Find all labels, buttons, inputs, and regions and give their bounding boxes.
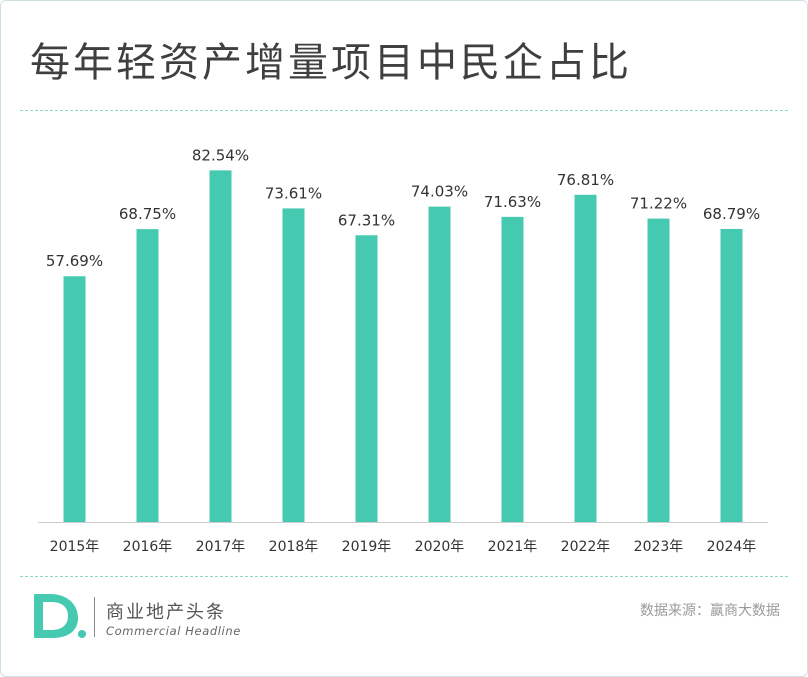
chart-title: 每年轻资产增量项目中民企占比 [30, 40, 632, 86]
x-tick-label: 2019年 [342, 539, 392, 555]
x-tick-label: 2022年 [561, 539, 611, 555]
value-label: 71.63% [484, 193, 541, 211]
x-tick-label: 2017年 [196, 539, 246, 555]
value-label: 82.54% [192, 146, 249, 164]
bar-2019年 [355, 235, 378, 522]
d-letter-logo-icon [34, 594, 86, 638]
bar-2021年 [501, 216, 524, 522]
x-tick-label: 2024年 [707, 539, 757, 555]
bar-2024年 [720, 228, 743, 523]
x-tick-label: 2018年 [269, 539, 319, 555]
value-label: 74.03% [411, 183, 468, 201]
value-label: 67.31% [338, 211, 395, 229]
x-tick-label: 2015年 [50, 539, 100, 555]
bar-2020年 [428, 206, 451, 522]
bar-2016年 [136, 229, 159, 522]
bar-2018年 [282, 208, 305, 523]
value-label: 73.61% [265, 184, 322, 202]
bar-2017年 [209, 170, 232, 523]
value-label: 76.81% [557, 171, 614, 189]
bar-chart: 57.69% 68.75% 82.54% 73.61% 67.31% 74.03% 71.6… [38, 146, 768, 555]
x-tick-label: 2020年 [415, 539, 465, 555]
logo-separator [94, 597, 95, 637]
bar-2022年 [574, 194, 597, 522]
data-source: 数据来源：赢商大数据 [640, 603, 780, 619]
bottom-divider [20, 576, 788, 577]
value-label: 68.75% [119, 205, 176, 223]
top-divider [20, 110, 788, 111]
x-tick-label: 2021年 [488, 539, 538, 555]
x-tick-label: 2016年 [123, 539, 173, 555]
value-label: 57.69% [46, 252, 103, 270]
x-tick-label: 2023年 [634, 539, 684, 555]
bar-2023年 [647, 218, 670, 523]
value-label: 68.79% [703, 205, 760, 223]
bar-2015年 [63, 276, 86, 522]
brand-name-cn: 商业地产头条 [106, 602, 226, 623]
brand-name-en: Commercial Headline [106, 624, 241, 638]
value-label: 71.22% [630, 195, 687, 213]
